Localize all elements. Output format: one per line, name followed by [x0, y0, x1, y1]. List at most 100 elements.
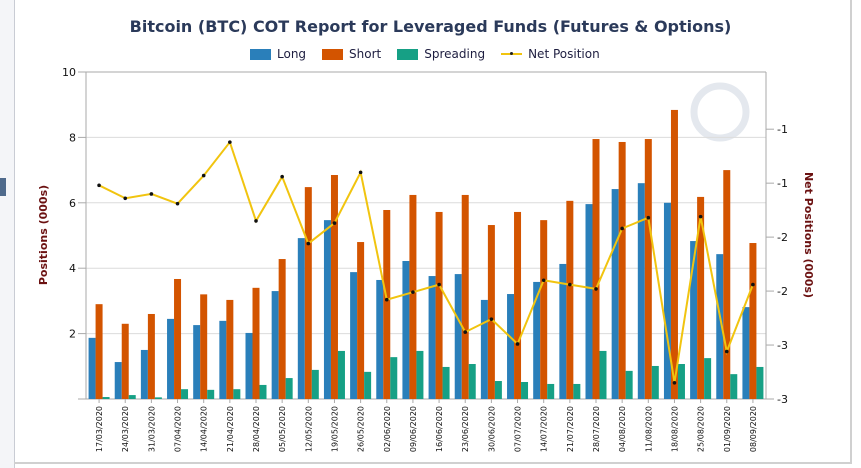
spreading-bar — [364, 371, 372, 399]
chart-title: Bitcoin (BTC) COT Report for Leveraged F… — [129, 17, 732, 36]
spreading-bar — [625, 370, 633, 399]
x-tick-label: 30/06/2020 — [487, 406, 496, 452]
long-bar — [428, 276, 436, 399]
long-bar — [350, 272, 358, 399]
short-bar — [435, 211, 443, 399]
short-bar — [670, 109, 678, 399]
short-bar — [487, 225, 495, 399]
net-position-point — [149, 192, 154, 196]
short-bar — [461, 194, 469, 399]
spreading-bar — [730, 374, 738, 399]
short-bar — [200, 294, 208, 399]
spreading-bar — [442, 366, 450, 399]
legend-label: Spreading — [424, 47, 486, 61]
short-bar — [644, 139, 652, 399]
spreading-bar — [677, 364, 685, 399]
long-bar — [690, 241, 698, 399]
legend-item-short[interactable]: Short — [322, 47, 381, 61]
x-tick-label: 24/03/2020 — [121, 406, 130, 452]
y-tick-label: 8 — [69, 131, 76, 144]
y-tick-label: 2 — [69, 328, 76, 341]
x-tick-label: 14/04/2020 — [200, 406, 209, 452]
legend-item-spreading[interactable]: Spreading — [397, 47, 485, 61]
y2-tick-label: -1 — [777, 123, 788, 136]
net-position-point — [620, 226, 624, 231]
long-bar — [716, 254, 724, 399]
net-position-point — [384, 297, 389, 302]
window-side-strip — [0, 0, 15, 468]
side-strip-selection — [0, 178, 6, 196]
y2-tick-label: -1 — [777, 177, 788, 190]
short-bar — [226, 299, 234, 399]
y2-tick-label: -3 — [777, 393, 788, 406]
x-tick-label: 31/03/2020 — [147, 406, 156, 452]
net-position-point — [280, 174, 284, 179]
long-bar — [742, 307, 750, 399]
x-tick-label: 09/06/2020 — [409, 406, 418, 452]
x-tick-label: 11/08/2020 — [644, 406, 653, 452]
long-bar — [140, 349, 148, 399]
net-position-point — [254, 219, 258, 223]
y2-tick-label: -3 — [777, 339, 788, 352]
legend: Long Short Spreading Net Position — [250, 47, 600, 61]
long-bar — [480, 299, 488, 399]
short-bar — [566, 200, 574, 399]
long-bar — [376, 279, 384, 399]
long-bar — [507, 294, 515, 399]
x-tick-label: 28/07/2020 — [592, 406, 601, 452]
short-bar — [383, 209, 391, 399]
spreading-bar — [181, 389, 189, 399]
long-bar — [193, 325, 201, 399]
short-bar — [409, 194, 417, 399]
x-tick-label: 21/04/2020 — [226, 406, 235, 452]
spreading-bar — [416, 350, 424, 399]
short-bar — [749, 243, 757, 399]
net-position-point — [724, 349, 729, 354]
long-bar — [585, 204, 593, 399]
watermark-logo — [690, 82, 750, 142]
legend-label: Long — [277, 47, 307, 61]
x-tick-label: 26/05/2020 — [357, 406, 366, 452]
spreading-bar — [704, 358, 712, 399]
x-tick-label: 17/03/2020 — [95, 406, 104, 452]
y-axis-title: Positions (000s) — [37, 185, 50, 285]
legend-item-net-position[interactable]: Net Position — [501, 47, 600, 61]
legend-item-long[interactable]: Long — [250, 47, 306, 61]
short-bar — [278, 259, 286, 399]
short-bar — [618, 141, 626, 399]
net-position-point — [358, 170, 363, 175]
y2-tick-label: -2 — [777, 285, 788, 298]
short-bar — [697, 196, 705, 399]
short-bar — [357, 242, 365, 399]
net-position-point — [411, 290, 415, 294]
net-position-line — [98, 140, 754, 383]
long-bar — [533, 281, 541, 399]
net-position-point — [306, 241, 311, 246]
net-position-point — [489, 317, 494, 321]
long-bar — [88, 337, 96, 399]
net-position-point — [201, 173, 206, 178]
short-bar — [514, 211, 522, 399]
x-tick-label: 25/08/2020 — [697, 406, 706, 452]
net-position-point — [698, 214, 703, 219]
short-bar — [121, 323, 129, 399]
net-position-point — [123, 196, 128, 201]
long-bar — [663, 202, 671, 399]
spreading-bar — [494, 381, 502, 399]
spreading-bar — [207, 389, 215, 399]
net-position-point — [568, 282, 572, 287]
spreading-bar — [128, 395, 136, 399]
long-bar — [402, 261, 410, 399]
net-position-point — [332, 221, 337, 225]
long-bar — [323, 220, 331, 399]
short-bar — [330, 175, 338, 399]
spreading-bar — [233, 389, 241, 399]
short-bar — [147, 313, 155, 399]
long-bar — [245, 332, 253, 399]
short-bar — [592, 139, 600, 399]
net-position-point — [672, 381, 677, 385]
x-tick-label: 07/07/2020 — [514, 406, 523, 452]
x-tick-label: 21/07/2020 — [566, 406, 575, 452]
x-tick-label: 28/04/2020 — [252, 406, 261, 452]
